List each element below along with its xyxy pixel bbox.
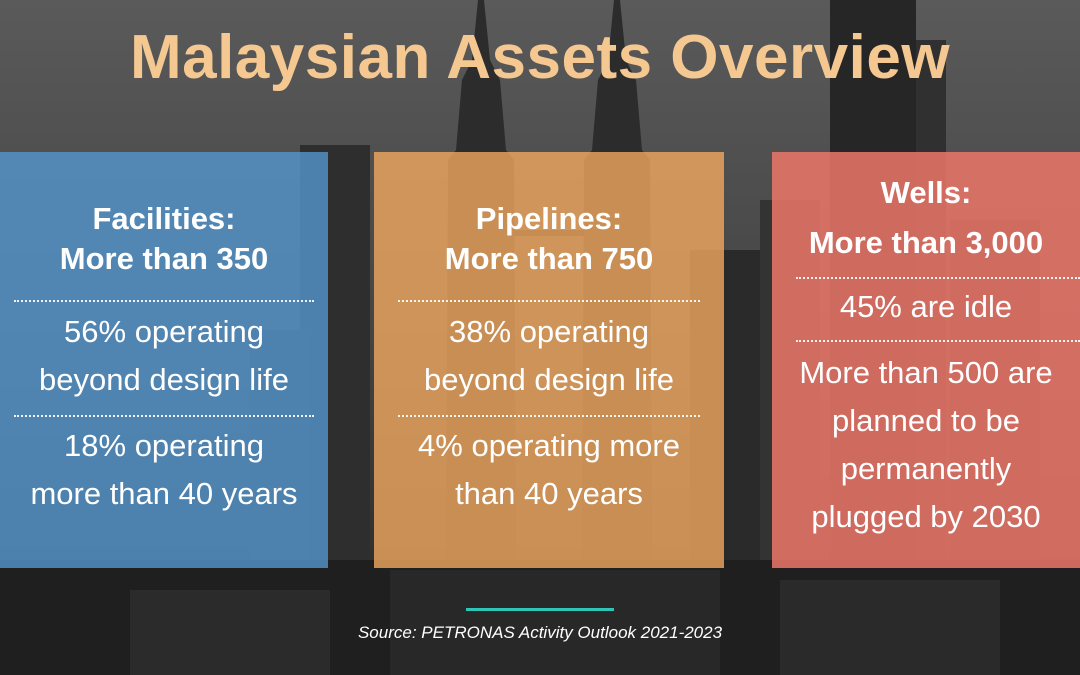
facilities-divider-1	[14, 300, 314, 302]
wells-stat-2-line-2: planned to be	[832, 403, 1020, 438]
pipelines-count: More than 750	[444, 241, 654, 276]
wells-divider-1	[796, 277, 1080, 279]
wells-card: Wells: More than 3,000 45% are idle More…	[772, 152, 1080, 568]
wells-divider-2	[796, 340, 1080, 342]
wells-stat-2-line-3: permanently	[840, 451, 1012, 486]
pipelines-heading: Pipelines:	[475, 201, 623, 236]
pipelines-stat-2-line-2: than 40 years	[455, 476, 643, 511]
pipelines-stat-1-line-2: beyond design life	[424, 362, 674, 397]
pipelines-stat-1-line-1: 38% operating	[449, 314, 649, 349]
facilities-count: More than 350	[59, 241, 269, 276]
source-accent-rule	[466, 608, 614, 611]
pipelines-divider-1	[398, 300, 700, 302]
pipelines-card: Pipelines: More than 750 38% operating b…	[374, 152, 724, 568]
pipelines-stat-2-line-1: 4% operating more	[418, 428, 680, 463]
wells-count: More than 3,000	[808, 225, 1044, 260]
wells-stat-1: 45% are idle	[839, 289, 1013, 324]
facilities-heading: Facilities:	[92, 201, 236, 236]
facilities-card: Facilities: More than 350 56% operating …	[0, 152, 328, 568]
page-title: Malaysian Assets Overview	[129, 23, 951, 92]
pipelines-divider-2	[398, 415, 700, 417]
wells-stat-2-line-4: plugged by 2030	[811, 499, 1041, 534]
facilities-stat-1-line-1: 56% operating	[64, 314, 264, 349]
facilities-stat-1-line-2: beyond design life	[39, 362, 289, 397]
facilities-stat-2-line-2: more than 40 years	[30, 476, 298, 511]
facilities-divider-2	[14, 415, 314, 417]
source-citation: Source: PETRONAS Activity Outlook 2021-2…	[357, 623, 723, 642]
facilities-stat-2-line-1: 18% operating	[64, 428, 264, 463]
wells-stat-2-line-1: More than 500 are	[799, 355, 1053, 390]
wells-heading: Wells:	[880, 175, 972, 210]
